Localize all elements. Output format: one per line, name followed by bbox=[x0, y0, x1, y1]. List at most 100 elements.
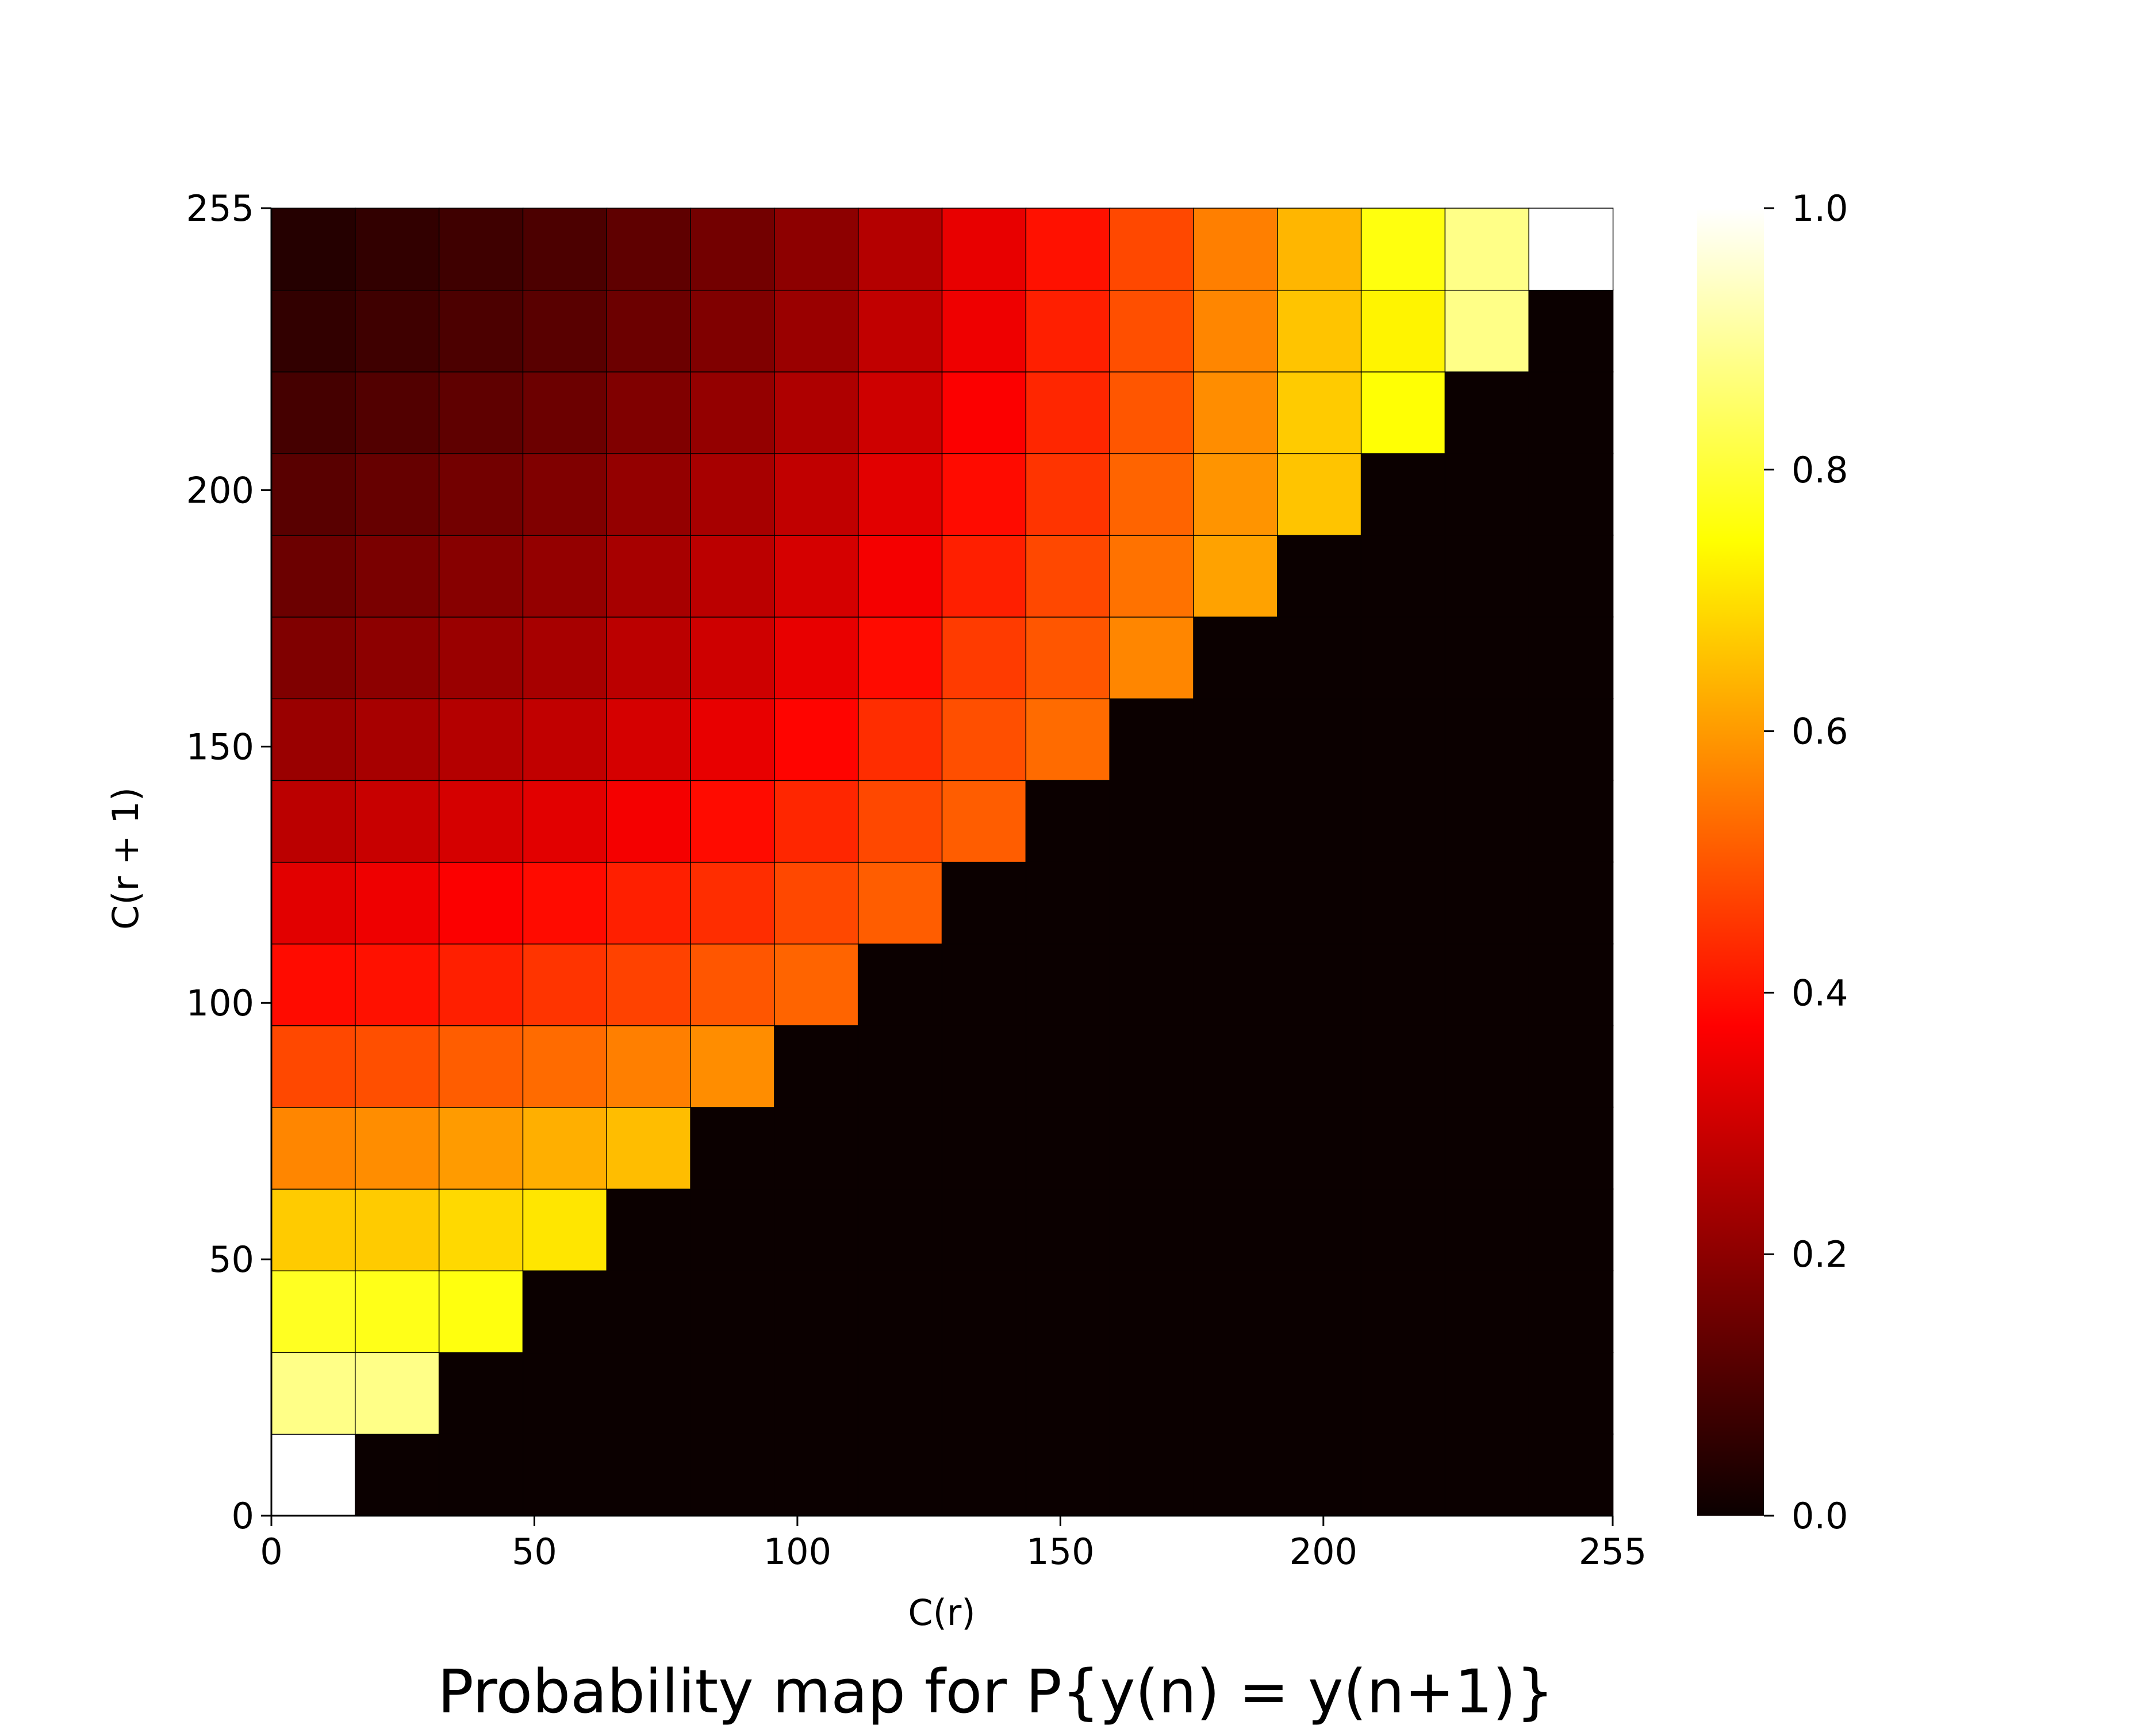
heatmap-cell bbox=[522, 780, 608, 863]
heatmap-cell bbox=[941, 1352, 1027, 1435]
heatmap-cell bbox=[271, 1188, 356, 1271]
heatmap-cell bbox=[1277, 453, 1362, 536]
heatmap-cell bbox=[1360, 1270, 1446, 1354]
heatmap-cell bbox=[1444, 1188, 1530, 1271]
x-tick-label: 100 bbox=[764, 1531, 831, 1573]
heatmap-cell bbox=[941, 1433, 1027, 1517]
heatmap-cell bbox=[857, 1188, 943, 1271]
heatmap-cell bbox=[1193, 1025, 1279, 1108]
colorbar-tick-label: 0.0 bbox=[1791, 1495, 1848, 1537]
heatmap-cell bbox=[1277, 1025, 1362, 1108]
heatmap-cell bbox=[1444, 534, 1530, 618]
heatmap-cell bbox=[1360, 698, 1446, 781]
heatmap-cell bbox=[774, 1188, 860, 1271]
heatmap-cell bbox=[1528, 861, 1614, 945]
heatmap-cell bbox=[438, 861, 524, 945]
heatmap-cell bbox=[271, 780, 356, 863]
heatmap-cell bbox=[1109, 1352, 1195, 1435]
x-tick-label: 200 bbox=[1290, 1531, 1357, 1573]
heatmap-cell bbox=[1193, 289, 1279, 373]
heatmap-cell bbox=[522, 208, 608, 291]
heatmap-cell bbox=[1025, 698, 1111, 781]
heatmap-cell bbox=[355, 616, 440, 700]
heatmap-cell bbox=[271, 1106, 356, 1190]
heatmap-cell bbox=[857, 943, 943, 1026]
heatmap-cell bbox=[271, 861, 356, 945]
heatmap-cell bbox=[1109, 371, 1195, 454]
heatmap-cell bbox=[522, 1270, 608, 1354]
heatmap-cell bbox=[522, 1433, 608, 1517]
heatmap-cell bbox=[606, 371, 692, 454]
heatmap-cell bbox=[1444, 1025, 1530, 1108]
heatmap-cell bbox=[1277, 698, 1362, 781]
heatmap-cell bbox=[1193, 780, 1279, 863]
heatmap-cell bbox=[606, 1433, 692, 1517]
chart-title: Probability map for P{y(n) = y(n+1)} bbox=[438, 1657, 1554, 1725]
heatmap-cell bbox=[606, 1352, 692, 1435]
heatmap-cell bbox=[1528, 371, 1614, 454]
heatmap-cell bbox=[355, 534, 440, 618]
heatmap-cell bbox=[1025, 861, 1111, 945]
heatmap-cell bbox=[1109, 698, 1195, 781]
axes: 0 50 100 150 200 255 0 50 100 150 200 255 bbox=[186, 187, 1647, 1573]
heatmap-cell bbox=[1277, 289, 1362, 373]
heatmap-cell bbox=[271, 1025, 356, 1108]
heatmap-cell bbox=[1528, 616, 1614, 700]
heatmap-cell bbox=[271, 534, 356, 618]
heatmap-cell bbox=[774, 616, 860, 700]
heatmap-cell bbox=[1528, 1188, 1614, 1271]
heatmap-cell bbox=[1193, 943, 1279, 1026]
heatmap-cell bbox=[606, 698, 692, 781]
heatmap-cell bbox=[857, 698, 943, 781]
heatmap-cell bbox=[1444, 1433, 1530, 1517]
heatmap-cell bbox=[355, 289, 440, 373]
heatmap-cell bbox=[774, 1106, 860, 1190]
heatmap-cell bbox=[774, 861, 860, 945]
heatmap-cell bbox=[1193, 453, 1279, 536]
heatmap-cell bbox=[1193, 861, 1279, 945]
heatmap-cell bbox=[1360, 1106, 1446, 1190]
heatmap-cell bbox=[606, 1025, 692, 1108]
x-tick-label: 0 bbox=[260, 1531, 282, 1573]
heatmap-cell bbox=[1360, 289, 1446, 373]
heatmap-cell bbox=[1193, 616, 1279, 700]
heatmap-cell bbox=[857, 1025, 943, 1108]
heatmap-cell bbox=[690, 534, 776, 618]
heatmap-cell bbox=[355, 861, 440, 945]
x-tick-label: 150 bbox=[1026, 1531, 1094, 1573]
heatmap-cell bbox=[1360, 1352, 1446, 1435]
heatmap-cell bbox=[1109, 453, 1195, 536]
heatmap-cell bbox=[941, 208, 1027, 291]
heatmap-cell bbox=[1109, 289, 1195, 373]
heatmap-cell bbox=[271, 1433, 356, 1517]
heatmap-cell bbox=[1360, 371, 1446, 454]
heatmap-cell bbox=[606, 1106, 692, 1190]
heatmap-cell bbox=[1109, 534, 1195, 618]
heatmap-cell bbox=[1444, 1106, 1530, 1190]
heatmap-cell bbox=[690, 289, 776, 373]
heatmap-cell bbox=[1277, 943, 1362, 1026]
heatmap-cell bbox=[941, 1270, 1027, 1354]
heatmap-cell bbox=[690, 1106, 776, 1190]
heatmap-cell bbox=[1025, 289, 1111, 373]
heatmap-cell bbox=[857, 1433, 943, 1517]
heatmap-cell bbox=[1277, 861, 1362, 945]
heatmap-cell bbox=[1109, 780, 1195, 863]
heatmap-cell bbox=[1025, 1106, 1111, 1190]
heatmap-cell bbox=[522, 1188, 608, 1271]
heatmap-cell bbox=[355, 1025, 440, 1108]
heatmap-cell bbox=[1528, 208, 1614, 291]
heatmap-cell bbox=[690, 371, 776, 454]
heatmap-cell bbox=[774, 453, 860, 536]
heatmap-cell bbox=[941, 1025, 1027, 1108]
heatmap-cell bbox=[1444, 371, 1530, 454]
heatmap-cell bbox=[941, 861, 1027, 945]
heatmap-cell bbox=[857, 616, 943, 700]
heatmap-cell bbox=[1277, 616, 1362, 700]
heatmap-cell bbox=[1109, 208, 1195, 291]
heatmap-cell bbox=[857, 208, 943, 291]
heatmap-cell bbox=[355, 943, 440, 1026]
heatmap-cell bbox=[1277, 1433, 1362, 1517]
heatmap-cell bbox=[438, 1025, 524, 1108]
heatmap-cell bbox=[606, 616, 692, 700]
